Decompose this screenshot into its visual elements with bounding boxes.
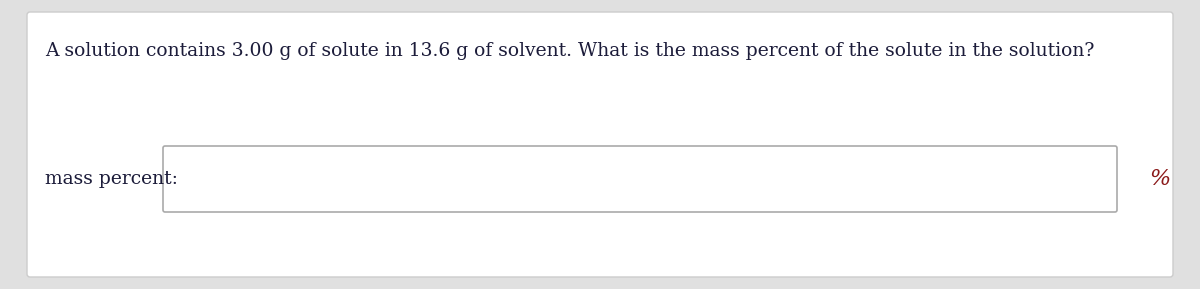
Text: %: % (1150, 168, 1170, 190)
Text: mass percent:: mass percent: (46, 170, 178, 188)
FancyBboxPatch shape (163, 146, 1117, 212)
Text: A solution contains 3.00 g of solute in 13.6 g of solvent. What is the mass perc: A solution contains 3.00 g of solute in … (46, 42, 1094, 60)
FancyBboxPatch shape (28, 12, 1174, 277)
